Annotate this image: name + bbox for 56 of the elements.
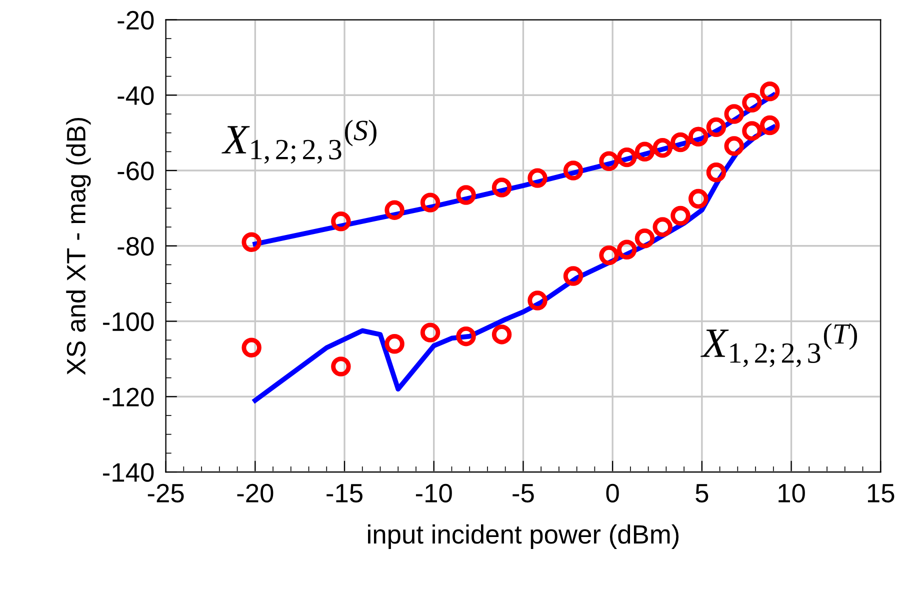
x-axis-title: input incident power (dBm)	[368, 524, 679, 549]
y-axis-title: XS and XT - mag (dB)	[66, 118, 91, 375]
x-tick-label: -15	[326, 484, 362, 503]
y-tick-label: -140	[103, 463, 154, 482]
x-tick-label: -25	[148, 484, 184, 503]
point	[724, 136, 744, 156]
point	[492, 178, 512, 198]
point	[617, 147, 637, 168]
x-tick-label: 5	[696, 484, 708, 503]
point	[634, 228, 655, 248]
x-tick-label: -20	[237, 484, 274, 503]
point	[492, 324, 512, 344]
text: X$_{1,2;2,3}$$^{(T)}$	[700, 323, 858, 368]
x-tick-label: 10	[778, 484, 805, 503]
point	[331, 356, 351, 376]
point	[617, 240, 637, 260]
point	[528, 290, 548, 310]
point	[742, 121, 762, 141]
x-tick-label: 15	[868, 484, 894, 503]
point	[384, 200, 404, 220]
point	[420, 322, 440, 342]
point	[599, 151, 619, 171]
x-tick-label: -10	[416, 484, 452, 503]
point	[652, 138, 672, 158]
point	[634, 142, 655, 162]
point	[706, 162, 726, 182]
point	[742, 92, 762, 113]
point	[760, 82, 780, 102]
point	[760, 115, 780, 136]
point	[331, 212, 351, 232]
y-tick-label: -120	[103, 388, 154, 406]
point	[563, 266, 584, 286]
point	[242, 232, 262, 252]
point	[670, 206, 690, 226]
x-tick-label: -5	[512, 484, 534, 503]
point	[456, 185, 476, 205]
y-tick-label: -100	[103, 312, 154, 332]
point	[563, 160, 584, 180]
x-tick-label: 0	[606, 484, 619, 503]
point	[652, 217, 672, 237]
point	[528, 168, 548, 188]
y-tick-label: -80	[118, 237, 154, 256]
point	[420, 192, 440, 212]
point	[670, 132, 690, 152]
point	[599, 245, 619, 266]
point	[456, 326, 476, 346]
y-tick-label: -40	[118, 86, 154, 105]
point	[688, 188, 708, 209]
point	[724, 104, 744, 124]
point	[688, 126, 708, 146]
point	[706, 117, 726, 138]
y-tick-label: -60	[118, 162, 154, 180]
y-tick-label: -20	[118, 10, 154, 30]
point	[242, 338, 262, 358]
series-label: X$_{1,2;2,3}$$^{(S)}$	[222, 120, 376, 164]
point	[384, 334, 404, 354]
